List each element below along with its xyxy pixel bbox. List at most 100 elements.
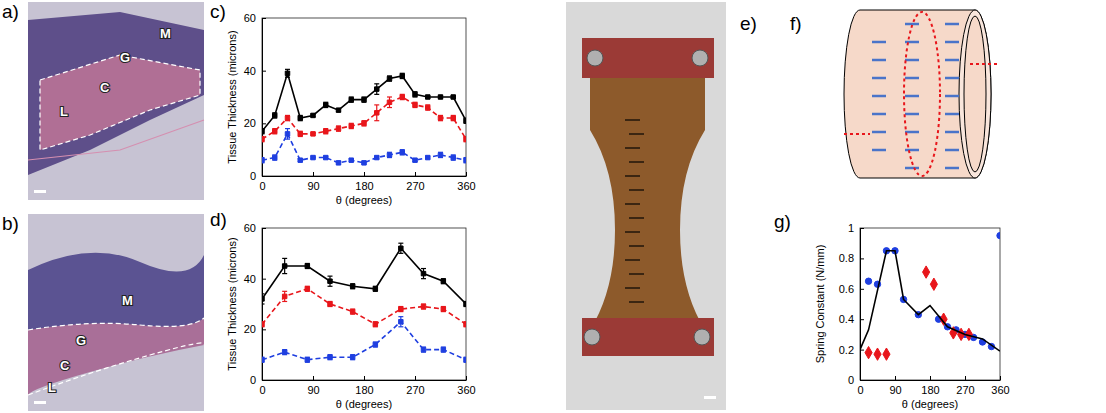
data-point	[464, 357, 466, 361]
y-tick-mark	[860, 289, 864, 290]
fiber-mark	[945, 113, 959, 116]
data-point	[426, 155, 430, 159]
error-bar	[298, 115, 303, 120]
data-point	[311, 155, 315, 159]
data-point	[305, 287, 309, 291]
series-line	[262, 134, 466, 163]
x-axis-title: θ (degrees)	[336, 194, 392, 206]
error-bar	[373, 322, 378, 327]
error-bar	[425, 96, 430, 99]
panel-letter: f)	[790, 13, 802, 34]
data-point	[336, 126, 340, 130]
error-bar	[305, 357, 310, 362]
y-axis: 0204060	[244, 12, 266, 182]
bolt	[694, 329, 710, 345]
error-bar	[421, 347, 426, 352]
data-point	[328, 355, 332, 359]
y-tick-label: 0	[250, 374, 256, 386]
scale-bar	[34, 401, 46, 404]
error-bar	[272, 113, 277, 118]
cylinder-bore	[964, 16, 986, 172]
data-point	[464, 158, 466, 162]
y-tick: 1	[848, 222, 864, 234]
error-bar	[272, 129, 277, 134]
error-bar	[438, 115, 443, 120]
error-cap	[421, 268, 426, 269]
y-axis-title: Tissue Thickness (microns)	[226, 237, 238, 370]
error-bar	[464, 301, 467, 306]
error-bar	[425, 105, 430, 110]
plot-frame	[262, 228, 466, 380]
y-tick-mark	[262, 18, 266, 19]
data-point	[930, 278, 937, 290]
data-point	[399, 319, 403, 323]
error-cap	[282, 291, 287, 292]
error-cap	[262, 293, 265, 294]
error-cap	[398, 316, 403, 317]
x-tick-label: 0	[259, 180, 265, 192]
data-point	[311, 132, 315, 136]
clamp	[582, 318, 714, 356]
series-line	[262, 73, 466, 131]
x-axis-line	[263, 176, 467, 177]
fiber-mark	[945, 59, 959, 62]
error-bar	[262, 357, 265, 362]
fiber-mark	[872, 41, 886, 44]
error-cap	[262, 303, 265, 304]
error-bar	[323, 129, 328, 134]
error-bar	[262, 294, 265, 304]
y-tick-mark	[860, 258, 864, 259]
error-bar	[387, 76, 392, 81]
data-point	[373, 287, 377, 291]
series-line	[860, 251, 1000, 351]
fiber-mark	[945, 149, 959, 152]
error-bar	[374, 105, 379, 121]
y-tick: 20	[244, 117, 266, 129]
data-point	[451, 155, 455, 159]
data-point	[464, 322, 466, 326]
ink-mark	[629, 189, 644, 191]
error-bar	[349, 97, 354, 102]
fiber-mark	[945, 77, 959, 80]
data-point	[438, 153, 442, 157]
y-tick: 60	[244, 12, 266, 24]
fiber-mark	[945, 41, 959, 44]
data-point	[865, 278, 871, 284]
error-cap	[282, 273, 287, 274]
x-tick: 180	[921, 376, 939, 396]
data-point	[865, 346, 872, 358]
y-tick-mark	[860, 319, 864, 320]
ink-mark	[629, 245, 644, 247]
y-tick-label: 40	[244, 273, 256, 285]
error-bar	[398, 317, 403, 327]
error-bar	[262, 322, 265, 327]
error-bar	[262, 129, 265, 134]
x-axis: 090180270360	[259, 172, 475, 192]
error-bar	[374, 84, 379, 95]
region-label: M	[122, 293, 133, 308]
error-bar	[362, 162, 367, 165]
x-tick-label: 0	[857, 384, 863, 396]
cylinder-end	[959, 10, 991, 178]
data-point	[285, 116, 289, 120]
data-point	[328, 279, 332, 283]
ink-mark	[625, 287, 640, 289]
y-tick: 40	[244, 273, 266, 285]
y-tick-mark	[262, 380, 266, 381]
error-bar	[464, 322, 467, 327]
error-bar	[336, 162, 341, 165]
data-point	[421, 304, 425, 308]
ink-mark	[629, 161, 644, 163]
x-tick-mark	[466, 376, 467, 380]
y-tick: 0	[250, 374, 266, 386]
fiber-mark	[872, 149, 886, 152]
ink-mark	[625, 203, 640, 205]
x-tick-mark	[415, 172, 416, 176]
error-bar	[441, 307, 446, 312]
panel-letter: g)	[774, 211, 791, 232]
plot-frame	[262, 18, 466, 176]
cut-line	[970, 63, 999, 65]
data-point	[387, 153, 391, 157]
x-tick: 90	[307, 376, 319, 396]
error-cap	[374, 83, 379, 84]
